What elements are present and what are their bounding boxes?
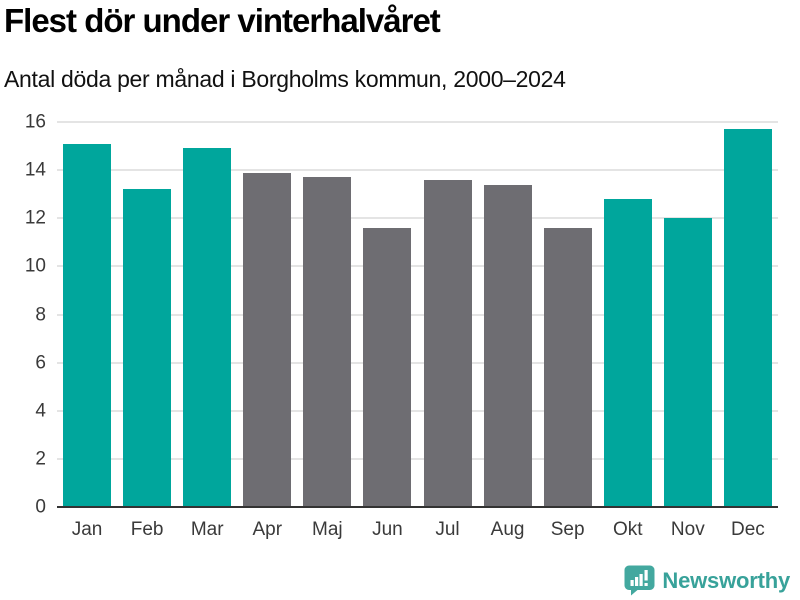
x-tick-label: Jan bbox=[71, 519, 103, 540]
bar-slot bbox=[297, 122, 357, 507]
y-tick-label: 12 bbox=[24, 207, 46, 229]
x-tick-label: Okt bbox=[612, 519, 643, 540]
bar-dec bbox=[723, 129, 772, 507]
newsworthy-speech-bubble-bar-chart-icon bbox=[624, 565, 655, 596]
bar-jul bbox=[423, 179, 472, 507]
y-tick-label: 8 bbox=[35, 304, 46, 325]
x-tick-label: Maj bbox=[312, 519, 343, 540]
bar-slot bbox=[718, 122, 778, 507]
bar-slot bbox=[478, 122, 538, 507]
bar-slot bbox=[658, 122, 718, 507]
x-tick-label: Apr bbox=[252, 519, 283, 540]
x-tick-label: Aug bbox=[490, 519, 525, 540]
x-tick-label: Feb bbox=[130, 519, 164, 540]
x-tick-label: Jun bbox=[372, 519, 403, 540]
y-tick-label: 10 bbox=[24, 255, 46, 277]
bar-aug bbox=[483, 184, 532, 507]
bar-mar bbox=[183, 148, 232, 507]
x-tick-label: Jul bbox=[435, 519, 460, 540]
gridline bbox=[57, 457, 778, 460]
y-axis-labels: 0 2 4 6 8 10 12 14 16 bbox=[0, 113, 46, 517]
x-tick-label: Sep bbox=[550, 519, 585, 540]
bar-slot bbox=[177, 122, 237, 507]
bar-apr bbox=[243, 172, 292, 507]
x-tick-label: Dec bbox=[731, 519, 765, 540]
x-tick-label: Nov bbox=[670, 519, 705, 540]
gridline bbox=[57, 217, 778, 220]
bar-slot bbox=[237, 122, 297, 507]
gridline bbox=[57, 169, 778, 172]
y-tick-label: 2 bbox=[35, 448, 46, 470]
bar-slot bbox=[417, 122, 477, 507]
chart-title: Flest dör under vinterhalvåret bbox=[4, 2, 441, 39]
gridline bbox=[57, 313, 778, 316]
chart-subtitle: Antal döda per månad i Borgholms kommun,… bbox=[4, 66, 566, 92]
y-tick-label: 4 bbox=[35, 400, 46, 422]
bar-slot bbox=[57, 122, 117, 507]
bar-slot bbox=[538, 122, 598, 507]
gridline bbox=[57, 121, 778, 123]
y-tick-label: 6 bbox=[35, 352, 46, 374]
bar-series bbox=[57, 122, 778, 507]
bar-slot bbox=[357, 122, 417, 507]
bar-jun bbox=[363, 227, 412, 507]
y-tick-label: 16 bbox=[24, 111, 46, 133]
y-tick-label: 0 bbox=[35, 496, 46, 518]
newsworthy-logo: Newsworthy bbox=[624, 565, 790, 596]
gridlines bbox=[57, 121, 778, 507]
newsworthy-logo-text: Newsworthy bbox=[662, 567, 790, 593]
bar-maj bbox=[303, 177, 352, 507]
x-tick-label: Mar bbox=[190, 519, 224, 540]
gridline bbox=[57, 361, 778, 364]
x-axis-labels: Jan Feb Mar Apr Maj Jun Jul Aug Sep Okt Nov Dec bbox=[57, 517, 778, 543]
bar-slot bbox=[117, 122, 177, 507]
bar-jan bbox=[63, 143, 112, 507]
y-tick-label: 14 bbox=[24, 159, 46, 181]
gridline bbox=[57, 409, 778, 412]
bar-nov bbox=[663, 218, 712, 507]
bar-okt bbox=[603, 199, 652, 507]
plot-area bbox=[57, 121, 778, 508]
bar-slot bbox=[598, 122, 658, 507]
bar-feb bbox=[123, 189, 172, 507]
bar-sep bbox=[543, 227, 592, 507]
x-axis-line bbox=[57, 506, 778, 508]
gridline bbox=[57, 265, 778, 268]
